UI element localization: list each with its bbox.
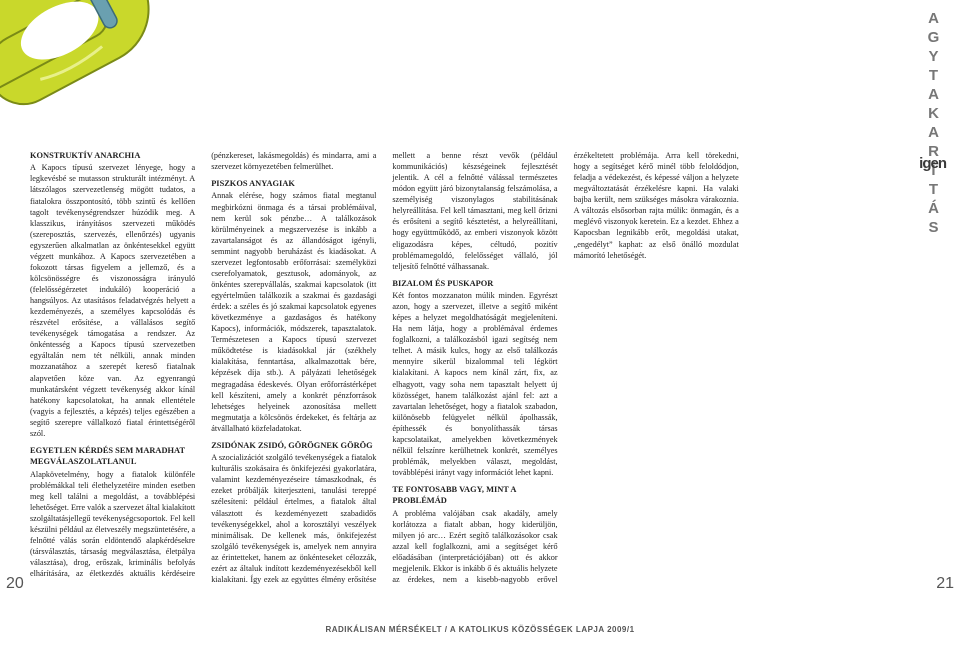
subsection-heading: KONSTRUKTÍV ANARCHIA [30,150,195,161]
article-body: KONSTRUKTÍV ANARCHIAA Kapocs típusú szer… [30,150,920,595]
subsection-heading: TE FONTOSABB VAGY, MINT A PROBLÉMÁD [392,484,557,507]
igen-logo: igen [919,155,946,172]
page-number-left: 20 [6,575,24,593]
section-title-vertical: AGYTAKARÍTÁS [925,10,942,238]
paragraph: A Kapocs típusú szervezet lényege, hogy … [30,162,195,439]
paragraph: Annak elérése, hogy számos fiatal megtan… [211,190,376,433]
subsection-heading: PISZKOS ANYAGIAK [211,178,376,189]
paragraph: Két fontos mozzanaton múlik minden. Egyr… [392,290,557,478]
subsection-heading: ZSIDÓNAK ZSIDÓ, GÖRÖGNEK GÖRÖG [211,440,376,451]
subsection-heading: BIZALOM ÉS PUSKAPOR [392,278,557,289]
page-number-right: 21 [936,575,954,593]
subsection-heading: EGYETLEN KÉRDÉS SEM MARADHAT MEGVÁLASZOL… [30,445,195,468]
footer-text: RADIKÁLISAN MÉRSÉKELT / A KATOLIKUS KÖZÖ… [0,625,960,634]
carabiner-illustration [0,0,200,140]
